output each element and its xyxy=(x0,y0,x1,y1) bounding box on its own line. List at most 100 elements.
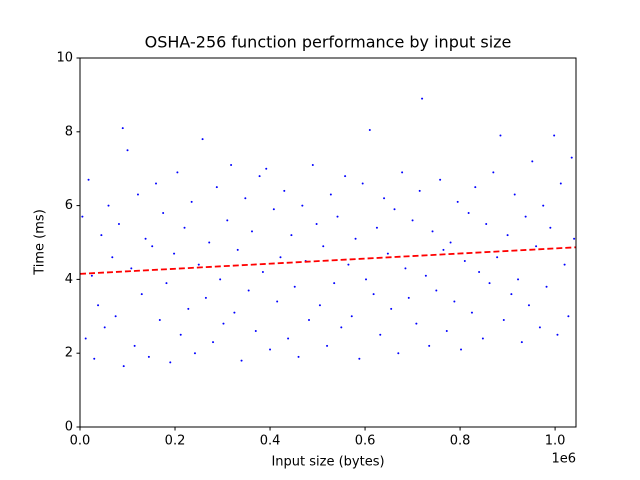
point xyxy=(258,175,261,178)
point xyxy=(193,352,196,355)
point xyxy=(347,263,350,266)
point xyxy=(247,289,250,292)
point xyxy=(230,164,233,167)
point xyxy=(222,322,225,325)
point xyxy=(215,186,218,189)
point xyxy=(208,241,211,244)
point xyxy=(474,186,477,189)
point xyxy=(219,278,222,281)
point xyxy=(212,341,215,344)
point xyxy=(488,282,491,285)
point xyxy=(524,215,527,218)
y-tick-label: 10 xyxy=(56,51,73,66)
point xyxy=(418,189,421,192)
point xyxy=(573,237,576,240)
point xyxy=(250,230,253,233)
point xyxy=(269,348,272,351)
x-tick-label: 1.0 xyxy=(545,434,566,449)
point xyxy=(111,256,114,259)
point xyxy=(151,245,154,248)
point xyxy=(485,223,488,226)
point xyxy=(197,263,200,266)
point xyxy=(442,248,445,251)
point xyxy=(390,307,393,310)
chart-title: OSHA-256 function performance by input s… xyxy=(145,33,512,52)
point xyxy=(556,333,559,336)
point xyxy=(428,344,431,347)
point xyxy=(350,315,353,318)
point xyxy=(287,337,290,340)
point xyxy=(147,355,150,358)
point xyxy=(502,318,505,321)
point xyxy=(375,226,378,229)
point xyxy=(201,138,204,141)
point xyxy=(165,282,168,285)
point xyxy=(90,274,93,277)
point xyxy=(254,330,257,333)
point xyxy=(233,311,236,314)
point xyxy=(527,304,530,307)
x-tick-label: 0.0 xyxy=(70,434,91,449)
point xyxy=(183,226,186,229)
x-tick-label: 0.4 xyxy=(260,434,281,449)
point xyxy=(136,193,139,196)
point xyxy=(236,248,239,251)
point xyxy=(133,344,136,347)
point xyxy=(492,171,495,174)
point xyxy=(276,300,279,303)
point xyxy=(549,226,552,229)
point xyxy=(567,315,570,318)
point xyxy=(449,241,452,244)
point xyxy=(297,355,300,358)
point xyxy=(545,285,548,288)
point xyxy=(563,263,566,266)
point xyxy=(158,318,161,321)
point xyxy=(467,211,470,214)
point xyxy=(290,234,293,237)
point xyxy=(84,337,87,340)
y-tick-label: 8 xyxy=(65,124,73,139)
point xyxy=(244,197,247,200)
point xyxy=(538,326,541,329)
point xyxy=(506,234,509,237)
point xyxy=(520,341,523,344)
point xyxy=(496,256,499,259)
point xyxy=(333,282,336,285)
point xyxy=(265,167,268,170)
point xyxy=(340,326,343,329)
point xyxy=(424,274,427,277)
point xyxy=(404,267,407,270)
plot-frame xyxy=(79,57,577,428)
point xyxy=(301,204,304,207)
point xyxy=(272,208,275,211)
point xyxy=(559,182,562,185)
point xyxy=(510,293,513,296)
point xyxy=(126,149,129,152)
point xyxy=(517,278,520,281)
point xyxy=(531,160,534,163)
point xyxy=(421,97,424,100)
point xyxy=(122,365,125,368)
x-tick-label: 0.8 xyxy=(450,434,471,449)
point xyxy=(415,322,418,325)
point xyxy=(307,318,310,321)
point xyxy=(478,271,481,274)
point xyxy=(513,193,516,196)
point xyxy=(535,245,538,248)
point xyxy=(542,204,545,207)
point xyxy=(293,285,296,288)
point xyxy=(553,134,556,137)
point xyxy=(358,357,361,360)
point xyxy=(470,311,473,314)
point xyxy=(397,352,400,355)
point xyxy=(499,134,502,137)
x-tick-label: 0.6 xyxy=(355,434,376,449)
x-axis-label: Input size (bytes) xyxy=(271,455,384,470)
point xyxy=(107,204,110,207)
point xyxy=(155,182,158,185)
point xyxy=(386,252,389,255)
point xyxy=(130,267,133,270)
point xyxy=(460,348,463,351)
point xyxy=(144,237,147,240)
point xyxy=(311,164,314,167)
